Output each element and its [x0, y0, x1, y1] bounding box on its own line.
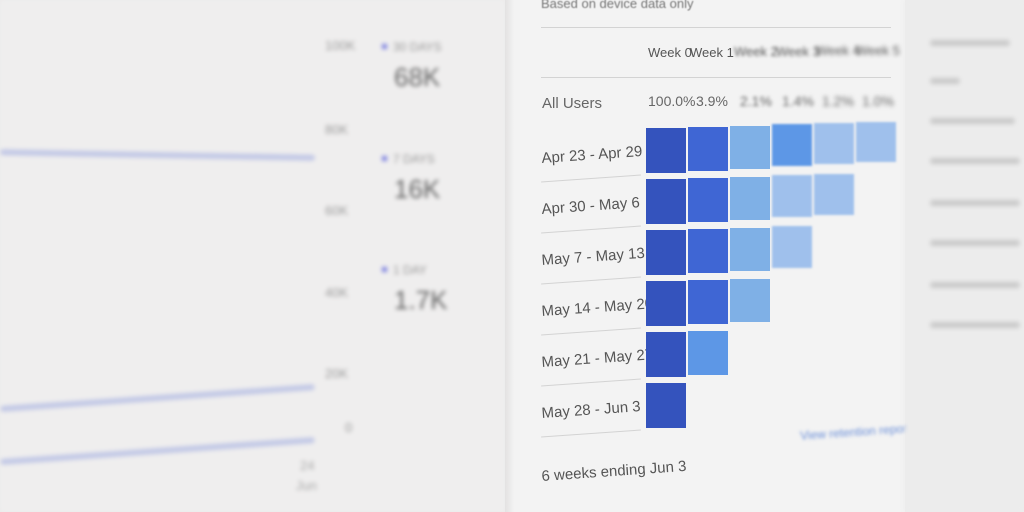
cohort-cell[interactable] — [688, 279, 728, 324]
week-header: Week 0 — [648, 45, 692, 60]
series-dot-icon — [382, 156, 387, 162]
cohort-cell[interactable] — [688, 177, 728, 222]
series-line-7-days — [0, 384, 315, 412]
legend-label: 7 DAYS — [393, 152, 435, 166]
divider — [541, 27, 891, 28]
cohort-cell[interactable] — [646, 179, 686, 224]
y-tick: 60K — [325, 203, 349, 218]
cohort-cell[interactable] — [688, 330, 728, 375]
legend-label: 1 DAY — [393, 263, 427, 277]
legend-value: 16K — [394, 174, 441, 204]
y-tick: 20K — [325, 366, 349, 381]
cohort-cell[interactable] — [646, 281, 686, 326]
series-line-30-days — [0, 149, 316, 161]
series-dot-icon — [382, 267, 387, 273]
legend-30-days: 30 DAYS 68K — [382, 38, 441, 93]
legend-label: 30 DAYS — [393, 40, 442, 54]
y-tick: 0 — [345, 420, 353, 435]
cohort-cell[interactable] — [730, 176, 770, 220]
cohort-cell[interactable] — [814, 174, 854, 216]
legend-7-days: 7 DAYS 16K — [382, 150, 440, 205]
legend-value: 1.7K — [394, 285, 448, 315]
week-header: Week 3 — [776, 43, 820, 59]
cohort-cell[interactable] — [688, 126, 728, 171]
cohort-cell[interactable] — [688, 228, 728, 273]
all-users-value: 100.0% — [648, 93, 696, 109]
cohort-cell[interactable] — [646, 128, 686, 173]
x-tick: Jun — [296, 478, 317, 493]
cohort-cell[interactable] — [772, 226, 812, 269]
week-header: Week 5 — [856, 42, 900, 58]
overview-chart-panel: 100K 80K 60K 40K 20K 0 24 Jun 30 DAYS 68… — [0, 0, 505, 512]
cohort-cell[interactable] — [646, 332, 686, 377]
panel-divider — [505, 0, 515, 512]
all-users-value: 1.4% — [782, 93, 814, 109]
cohort-subtitle: Based on device data only — [541, 0, 694, 11]
cohort-cell[interactable] — [646, 230, 686, 275]
legend-1-day: 1 DAY 1.7K — [382, 261, 448, 316]
week-header: Week 2 — [734, 44, 778, 59]
y-tick: 100K — [325, 38, 356, 53]
all-users-label: All Users — [542, 95, 603, 112]
cohort-cell[interactable] — [814, 123, 854, 165]
legend-value: 68K — [394, 62, 441, 92]
cohort-cell[interactable] — [646, 383, 686, 428]
cohort-cell[interactable] — [772, 124, 812, 167]
all-users-value: 1.0% — [862, 93, 894, 109]
cohort-cell[interactable] — [772, 175, 812, 218]
series-line-1-day — [0, 437, 315, 465]
y-tick: 80K — [325, 122, 349, 137]
right-panel — [905, 0, 1024, 512]
all-users-value: 1.2% — [822, 93, 854, 109]
all-users-value: 3.9% — [696, 93, 728, 109]
series-dot-icon — [382, 44, 387, 50]
week-header: Week 1 — [690, 44, 734, 60]
week-header: Week 4 — [816, 43, 860, 58]
cohort-cell[interactable] — [730, 125, 770, 169]
y-tick: 40K — [325, 285, 349, 300]
x-tick: 24 — [300, 458, 315, 473]
cohort-cell[interactable] — [856, 122, 896, 162]
cohort-cell[interactable] — [730, 278, 770, 322]
all-users-value: 2.1% — [740, 93, 772, 109]
cohort-cell[interactable] — [730, 227, 770, 271]
divider — [541, 77, 891, 78]
